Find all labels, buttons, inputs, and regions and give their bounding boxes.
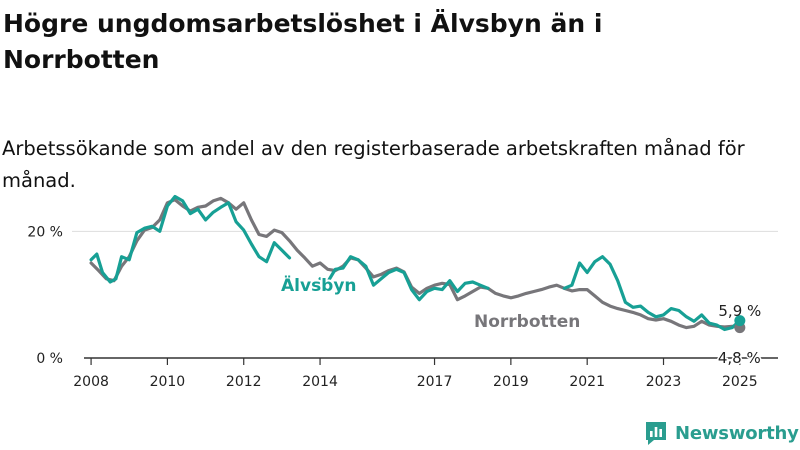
x-axis: 2008 2010 2012 2014 2017 2019 2021 2023 2025 [73, 357, 778, 390]
x-tick-label-4: 2017 [417, 374, 453, 390]
chart-title: Högre ungdomsarbetslöshet i Älvsbyn än i… [3, 9, 603, 74]
series-label-norrbotten: Norrbotten [474, 312, 580, 332]
series-line-alvsbyn-2 [562, 255, 742, 332]
series-line-alvsbyn-0 [89, 194, 292, 284]
series-line-norrbotten [89, 196, 742, 330]
series-labels: Älvsbyn Norrbotten 5,9 % 4,8 % [279, 272, 762, 369]
newsworthy-logo-icon [646, 422, 666, 445]
x-tick-label-3: 2014 [302, 374, 338, 390]
y-tick-label-0: 0 % [36, 351, 63, 367]
x-tick-label-6: 2021 [569, 374, 605, 390]
x-tick-label-7: 2023 [646, 374, 682, 390]
series-line-alvsbyn-1 [318, 255, 490, 302]
end-value-label-norrbotten: 4,8 % [718, 349, 761, 367]
series-lines [89, 194, 746, 334]
x-tick-label-8: 2025 [722, 374, 758, 390]
newsworthy-logo: Newsworthy [644, 418, 799, 448]
x-tick-label-5: 2019 [493, 374, 529, 390]
end-value-label-alvsbyn: 5,9 % [718, 302, 761, 320]
x-tick-label-0: 2008 [73, 374, 109, 390]
x-tick-label-1: 2010 [150, 374, 186, 390]
brand-name: Newsworthy [675, 422, 799, 444]
end-marker-alvsbyn [734, 315, 746, 327]
y-axis-ticks: 0 % 20 % [27, 224, 63, 367]
series-label-alvsbyn: Älvsbyn [281, 274, 357, 296]
y-tick-label-1: 20 % [27, 224, 63, 240]
chart-subtitle: Arbetssökande som andel av den registerb… [2, 137, 745, 192]
x-tick-label-2: 2012 [226, 374, 262, 390]
